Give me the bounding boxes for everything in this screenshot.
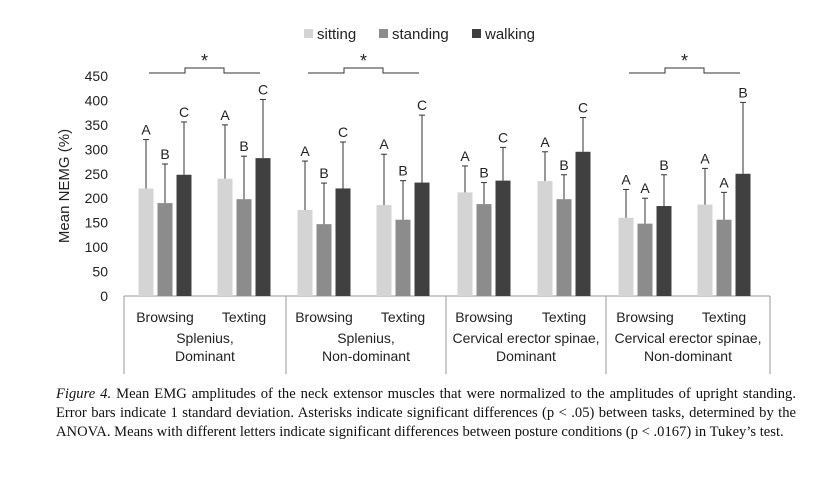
bar-sitting: [618, 217, 634, 296]
posture-letter: A: [621, 171, 631, 187]
task-label-texting: Texting: [702, 309, 746, 325]
bar-sitting: [297, 209, 313, 296]
posture-letter: B: [160, 146, 169, 162]
legend-swatch-sitting: [304, 29, 313, 38]
significance-bracket: [629, 67, 740, 74]
bar-sitting: [457, 192, 473, 296]
y-tick-label-350: 350: [85, 117, 109, 133]
task-label-texting: Texting: [222, 309, 266, 325]
posture-letter: B: [738, 84, 747, 100]
posture-letter: B: [479, 165, 488, 181]
y-tick-label-100: 100: [85, 239, 109, 255]
task-label-browsing: Browsing: [295, 309, 353, 325]
group-label-line2: Non-dominant: [644, 348, 732, 364]
bar-walking: [335, 188, 351, 296]
group-label-line2: Dominant: [496, 348, 556, 364]
posture-letter: B: [559, 157, 568, 173]
legend-swatch-standing: [379, 29, 388, 38]
significance-asterisk: *: [201, 51, 208, 71]
posture-letter: A: [700, 150, 710, 166]
bar-standing: [395, 219, 411, 296]
bar-walking: [255, 158, 271, 296]
significance-asterisk: *: [681, 51, 688, 71]
bar-walking: [176, 174, 192, 296]
posture-letter: C: [179, 104, 189, 120]
group-label-line1: Splenius,: [337, 330, 395, 346]
posture-letter: C: [498, 129, 508, 145]
figure-caption: Figure 4. Mean EMG amplitudes of the nec…: [56, 385, 796, 442]
significance-bracket: [149, 67, 260, 74]
y-tick-label-250: 250: [85, 166, 109, 182]
legend-label-sitting: sitting: [317, 26, 356, 43]
posture-letter: A: [460, 148, 470, 164]
y-tick-label-50: 50: [92, 264, 108, 280]
posture-letter: B: [319, 165, 328, 181]
group-label-line2: Dominant: [175, 348, 235, 364]
bar-standing: [556, 199, 572, 296]
posture-letter: B: [659, 157, 668, 173]
bar-sitting: [217, 178, 233, 296]
task-label-browsing: Browsing: [455, 309, 513, 325]
bar-walking: [735, 173, 751, 296]
group-label-line1: Splenius,: [176, 330, 234, 346]
posture-letter: A: [719, 174, 729, 190]
significance-bracket: [308, 67, 419, 74]
bar-walking: [656, 206, 672, 296]
bar-standing: [157, 203, 173, 296]
bar-sitting: [537, 181, 553, 296]
bar-sitting: [697, 204, 713, 296]
bar-chart: 0 50 100 150 200 250 300 350 400 450 Mean NEMG (%)…: [56, 26, 771, 374]
legend-label-standing: standing: [392, 26, 449, 43]
bar-standing: [476, 204, 492, 296]
posture-letter: B: [239, 138, 248, 154]
posture-letter: C: [417, 97, 427, 113]
bar-standing: [716, 219, 732, 296]
y-tick-label-450: 450: [85, 68, 109, 84]
legend-label-walking: walking: [484, 26, 535, 43]
caption-label: Figure 4.: [56, 386, 112, 402]
group-label-line1: Cervical erector spinae,: [614, 330, 761, 346]
task-label-texting: Texting: [381, 309, 425, 325]
posture-letter: A: [379, 136, 389, 152]
posture-letter: C: [258, 81, 268, 97]
legend-swatch-walking: [472, 29, 481, 38]
y-axis-title: Mean NEMG (%): [56, 129, 73, 243]
bar-standing: [236, 199, 252, 296]
posture-letter: C: [578, 100, 588, 116]
caption-text: Mean EMG amplitudes of the neck extensor…: [56, 386, 796, 440]
y-tick-label-300: 300: [85, 141, 109, 157]
posture-letter: B: [398, 163, 407, 179]
task-label-browsing: Browsing: [136, 309, 194, 325]
bar-standing: [637, 223, 653, 296]
y-tick-label-200: 200: [85, 190, 109, 206]
bar-walking: [495, 180, 511, 296]
significance-asterisk: *: [360, 51, 367, 71]
posture-letter: C: [338, 124, 348, 140]
group-label-line2: Non-dominant: [322, 348, 410, 364]
posture-letter: A: [300, 143, 310, 159]
posture-letter: A: [141, 122, 151, 138]
posture-letter: A: [220, 107, 230, 123]
bar-walking: [414, 182, 430, 296]
y-tick-label-400: 400: [85, 92, 109, 108]
posture-letter: A: [540, 134, 550, 150]
bar-walking: [575, 151, 591, 296]
posture-letter: A: [640, 180, 650, 196]
y-tick-label-150: 150: [85, 215, 109, 231]
bar-sitting: [376, 205, 392, 296]
task-label-texting: Texting: [542, 309, 586, 325]
bar-sitting: [138, 188, 154, 296]
y-tick-label-0: 0: [100, 288, 108, 304]
group-label-line1: Cervical erector spinae,: [452, 330, 599, 346]
task-label-browsing: Browsing: [616, 309, 674, 325]
bar-standing: [316, 224, 332, 296]
